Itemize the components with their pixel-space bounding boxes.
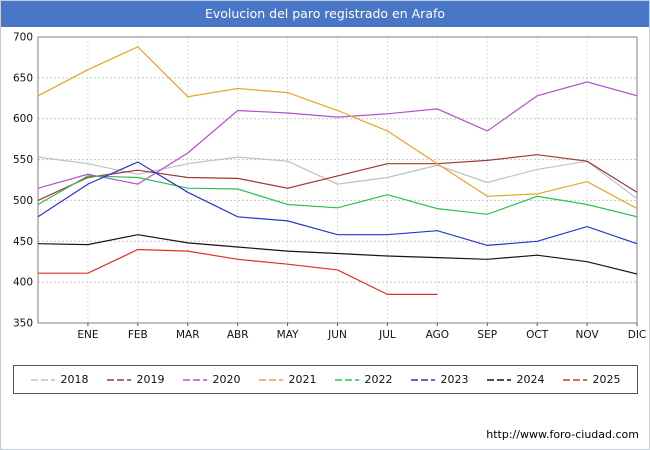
svg-text:400: 400: [13, 277, 33, 289]
svg-text:JUL: JUL: [378, 329, 396, 341]
svg-text:350: 350: [13, 318, 33, 330]
svg-text:550: 550: [13, 154, 33, 166]
legend-swatch-icon: [562, 378, 587, 381]
plot-area: 350 400 450 500 550 600 650 700 ENE FEB MAR ABR MAY J…: [1, 27, 649, 349]
legend-label: 2021: [288, 373, 317, 386]
svg-text:ENE: ENE: [77, 329, 98, 341]
legend-label: 2020: [212, 373, 241, 386]
svg-text:FEB: FEB: [128, 329, 148, 341]
legend-swatch-icon: [486, 378, 511, 381]
chart-title: Evolucion del paro registrado en Arafo: [1, 1, 649, 27]
legend-item-2021: 2021: [258, 373, 317, 386]
svg-text:JUN: JUN: [327, 329, 347, 341]
legend-item-2020: 2020: [182, 373, 241, 386]
svg-text:SEP: SEP: [477, 329, 497, 341]
legend-swatch-icon: [182, 378, 207, 381]
svg-text:650: 650: [13, 72, 33, 84]
line-chart: 350 400 450 500 550 600 650 700 ENE FEB MAR ABR MAY J…: [13, 32, 647, 342]
legend-label: 2018: [60, 373, 89, 386]
legend-swatch-icon: [30, 378, 55, 381]
legend-label: 2019: [136, 373, 165, 386]
legend-label: 2024: [516, 373, 545, 386]
legend-item-2025: 2025: [562, 373, 621, 386]
legend-swatch-icon: [106, 378, 131, 381]
legend-label: 2023: [440, 373, 469, 386]
svg-text:600: 600: [13, 113, 33, 125]
svg-text:OCT: OCT: [526, 329, 549, 341]
legend-item-2019: 2019: [106, 373, 165, 386]
svg-text:500: 500: [13, 195, 33, 207]
legend-label: 2025: [592, 373, 621, 386]
legend-swatch-icon: [334, 378, 359, 381]
legend-item-2023: 2023: [410, 373, 469, 386]
legend-item-2022: 2022: [334, 373, 393, 386]
svg-text:DIC: DIC: [628, 329, 647, 341]
legend-label: 2022: [364, 373, 393, 386]
svg-text:MAY: MAY: [277, 329, 299, 341]
legend-box: 2018 2019 2020 2021 2022 2023 2024 2025: [12, 365, 638, 394]
svg-text:700: 700: [13, 32, 33, 44]
legend-swatch-icon: [410, 378, 435, 381]
footer-url[interactable]: http://www.foro-ciudad.com: [486, 428, 639, 441]
svg-text:NOV: NOV: [576, 329, 600, 341]
legend-swatch-icon: [258, 378, 283, 381]
svg-text:450: 450: [13, 236, 33, 248]
footer: http://www.foro-ciudad.com: [486, 428, 639, 441]
svg-text:AGO: AGO: [426, 329, 449, 341]
svg-text:ABR: ABR: [227, 329, 249, 341]
svg-text:MAR: MAR: [176, 329, 200, 341]
legend-item-2018: 2018: [30, 373, 89, 386]
legend-item-2024: 2024: [486, 373, 545, 386]
chart-legend: 2018 2019 2020 2021 2022 2023 2024 2025: [1, 365, 649, 394]
